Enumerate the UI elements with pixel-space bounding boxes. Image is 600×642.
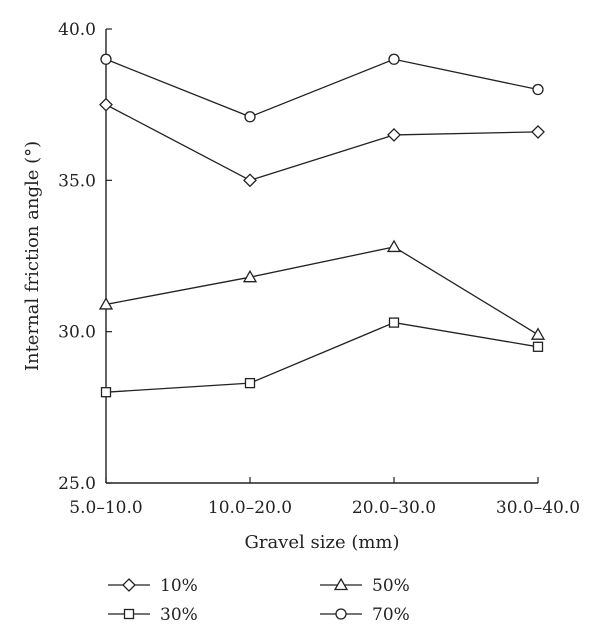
series-line bbox=[105, 58, 539, 118]
data-point bbox=[242, 269, 258, 283]
series-circle bbox=[100, 53, 544, 123]
series-line bbox=[105, 321, 539, 393]
data-point bbox=[531, 124, 545, 139]
legend-label: 10% bbox=[160, 576, 198, 596]
data-point bbox=[532, 341, 544, 352]
legend-marker bbox=[122, 578, 136, 592]
y-tick-label: 30.0 bbox=[58, 323, 96, 343]
legend-item: 50% bbox=[320, 576, 410, 596]
y-tick-label: 35.0 bbox=[58, 171, 96, 191]
x-tick-label: 20.0–30.0 bbox=[352, 498, 436, 518]
data-point bbox=[98, 297, 114, 310]
data-point bbox=[244, 111, 256, 123]
data-point bbox=[100, 53, 112, 65]
data-point bbox=[99, 97, 113, 112]
data-point bbox=[386, 239, 402, 253]
legend-label: 30% bbox=[160, 605, 198, 625]
data-point bbox=[388, 53, 400, 65]
series-group bbox=[98, 53, 546, 398]
y-tick-label: 25.0 bbox=[58, 474, 96, 494]
x-tick-label: 30.0–40.0 bbox=[496, 498, 580, 518]
legend-marker bbox=[335, 608, 347, 620]
legend-marker bbox=[123, 608, 135, 620]
data-point bbox=[532, 83, 544, 96]
data-point bbox=[243, 173, 257, 188]
x-tick-label: 5.0–10.0 bbox=[69, 498, 142, 518]
series-line bbox=[105, 104, 539, 182]
series-line bbox=[105, 246, 539, 336]
data-point bbox=[244, 377, 256, 389]
data-point bbox=[387, 128, 401, 142]
y-tick-label: 40.0 bbox=[58, 20, 96, 40]
y-axis-title: Internal friction angle (°) bbox=[22, 141, 43, 371]
legend-item: 70% bbox=[320, 605, 410, 625]
x-tick-label: 10.0–20.0 bbox=[208, 498, 292, 518]
legend-label: 50% bbox=[372, 576, 410, 596]
x-axis-title: Gravel size (mm) bbox=[244, 532, 399, 553]
legend-item: 30% bbox=[108, 605, 198, 625]
series-square bbox=[100, 317, 544, 398]
legend-label: 70% bbox=[372, 605, 410, 625]
data-point bbox=[388, 317, 400, 328]
legend-item: 10% bbox=[108, 576, 198, 596]
series-triangle bbox=[98, 239, 546, 340]
data-point bbox=[100, 387, 112, 398]
legend-marker bbox=[333, 577, 349, 591]
series-diamond bbox=[99, 97, 545, 188]
axes: 25.0 30.0 35.0 40.0 5.0–10.0 10.0–20.0 20.0–30… bbox=[58, 20, 580, 518]
data-point bbox=[530, 327, 546, 340]
legend: 10% 50% 30% 70% bbox=[108, 576, 410, 625]
